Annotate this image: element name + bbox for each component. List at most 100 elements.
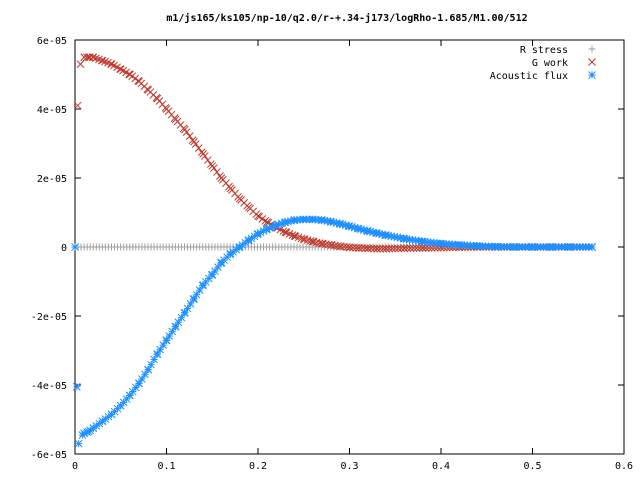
- data-point: [165, 332, 174, 340]
- data-point: [378, 230, 386, 239]
- data-series: [71, 53, 596, 448]
- data-point: [203, 156, 212, 164]
- y-tick-label: 2e-05: [37, 174, 67, 185]
- data-point: [183, 304, 192, 313]
- data-point: [76, 60, 85, 69]
- x-tick-label: 0.2: [249, 461, 267, 472]
- data-point: [415, 244, 424, 252]
- data-point: [332, 219, 341, 227]
- data-point: [185, 132, 194, 140]
- x-tick-label: 0.3: [340, 461, 358, 472]
- data-point: [343, 243, 351, 251]
- data-point: [315, 239, 324, 247]
- data-point: [346, 243, 354, 252]
- data-point: [394, 244, 403, 253]
- y-tick-label: -6e-05: [31, 450, 67, 461]
- data-point: [379, 244, 388, 253]
- data-point: [355, 244, 363, 252]
- y-tick-label: 4e-05: [37, 105, 67, 116]
- data-point: [82, 53, 91, 62]
- data-point: [385, 244, 394, 253]
- legend-label: Acoustic flux: [490, 71, 568, 82]
- data-point: [195, 286, 204, 294]
- data-point: [186, 300, 195, 308]
- data-point: [588, 243, 596, 251]
- data-point: [174, 318, 183, 327]
- x-tick-label: 0.1: [157, 461, 175, 472]
- data-point: [306, 237, 315, 245]
- data-point: [72, 382, 81, 391]
- x-tick-label: 0.4: [432, 461, 450, 472]
- data-point: [388, 244, 397, 253]
- data-point: [180, 309, 189, 317]
- data-point: [73, 101, 82, 110]
- data-point: [403, 244, 412, 253]
- data-point: [138, 375, 146, 383]
- data-point: [206, 160, 215, 168]
- data-point: [144, 365, 152, 374]
- data-point: [156, 345, 165, 354]
- series-g-work: [73, 53, 596, 253]
- data-point: [309, 237, 318, 246]
- data-point: [373, 244, 382, 253]
- data-point: [168, 327, 177, 336]
- data-point: [418, 244, 427, 252]
- data-point: [250, 232, 259, 241]
- data-point: [135, 379, 143, 388]
- data-point: [153, 350, 161, 359]
- legend: R stress G work Acoustic flux: [490, 45, 596, 82]
- y-tick-label: 6e-05: [37, 36, 67, 47]
- legend-marker: [588, 58, 596, 66]
- data-point: [361, 244, 369, 253]
- data-point: [303, 236, 312, 244]
- data-point: [358, 244, 366, 253]
- data-point: [200, 152, 209, 160]
- data-point: [207, 271, 216, 279]
- data-point: [191, 140, 200, 148]
- legend-label: R stress: [520, 45, 568, 56]
- data-point: [210, 164, 218, 172]
- legend-marker: [588, 71, 596, 79]
- data-point: [194, 144, 203, 152]
- x-tick-label: 0.6: [615, 461, 633, 472]
- y-tick-label: 0: [61, 243, 67, 254]
- data-point: [391, 244, 400, 253]
- data-point: [189, 295, 198, 304]
- data-point: [409, 244, 418, 253]
- data-point: [370, 244, 379, 253]
- data-point: [104, 412, 113, 421]
- data-point: [71, 243, 79, 251]
- data-point: [162, 336, 171, 345]
- x-tick-label: 0: [72, 461, 78, 472]
- data-point: [211, 267, 219, 275]
- series-acoustic-flux: [71, 215, 596, 448]
- data-point: [300, 235, 309, 244]
- data-point: [382, 244, 391, 253]
- legend-marker: [588, 45, 596, 53]
- data-point: [406, 244, 415, 253]
- data-point: [364, 244, 372, 253]
- data-point: [182, 128, 191, 136]
- data-point: [213, 168, 221, 176]
- legend-label: G work: [532, 58, 568, 69]
- data-point: [85, 53, 94, 62]
- data-point: [171, 322, 180, 331]
- data-point: [352, 243, 360, 252]
- y-tick-label: -2e-05: [31, 312, 67, 323]
- data-point: [177, 313, 186, 322]
- data-point: [344, 222, 353, 230]
- axis-ticks: 0 0.1 0.2 0.3 0.4 0.5 0.6 6e-05 4e-05 2e-05 0 -2e-0…: [31, 36, 633, 472]
- data-point: [147, 360, 155, 369]
- data-point: [367, 244, 376, 253]
- data-point: [131, 383, 140, 392]
- chart-title: m1/js165/ks105/np-10/q2.0/r-+.34-j173/lo…: [166, 12, 527, 24]
- data-point: [141, 370, 149, 379]
- data-point: [159, 341, 168, 349]
- data-point: [188, 136, 197, 144]
- data-point: [125, 391, 134, 400]
- data-point: [397, 244, 406, 253]
- data-point: [128, 387, 137, 396]
- data-point: [390, 232, 399, 241]
- data-point: [312, 238, 321, 247]
